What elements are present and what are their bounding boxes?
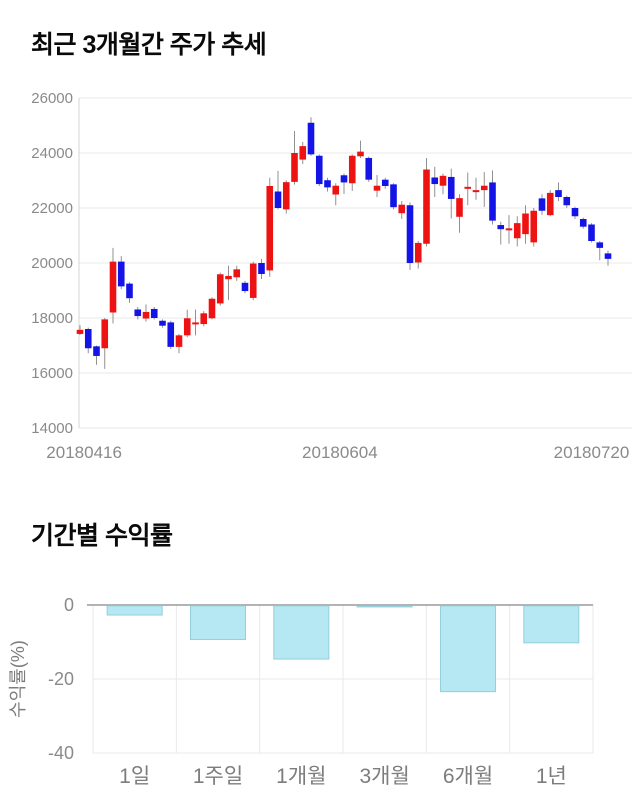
candle-down: [538, 198, 546, 211]
candle-up: [505, 228, 513, 231]
candle-down: [588, 224, 595, 241]
candle-down: [390, 184, 397, 208]
candle-up: [266, 186, 274, 271]
candle-up: [357, 151, 364, 157]
y-tick-label: 14000: [31, 420, 73, 437]
bar-category-label: 1년: [536, 765, 567, 788]
candle-up: [464, 186, 472, 189]
bar-category-label: 1주일: [193, 765, 243, 788]
candle-up: [282, 182, 290, 210]
y-tick-label: 26000: [31, 90, 73, 107]
bar-y-tick-label: 0: [64, 595, 74, 615]
y-tick-label: 16000: [31, 365, 73, 382]
x-tick-label: 20180604: [302, 443, 378, 462]
candle-up: [332, 185, 340, 195]
candle-up: [299, 146, 307, 160]
candle-down: [117, 261, 125, 287]
candle-down: [497, 225, 505, 230]
candle-up: [373, 185, 381, 191]
bar-y-tick-label: -40: [48, 743, 74, 763]
candle-down: [447, 176, 455, 199]
candle-up: [291, 153, 298, 182]
bar-category-label: 1개월: [276, 765, 326, 788]
candle-down: [406, 205, 414, 263]
candle-up: [546, 192, 554, 216]
candle-down: [274, 191, 282, 208]
candle-up: [472, 190, 480, 193]
return-bar: [523, 605, 580, 644]
candle-up: [101, 319, 109, 349]
candle-down: [241, 282, 249, 292]
candle-up: [249, 263, 257, 298]
candle-up: [423, 169, 430, 244]
candle-down: [84, 329, 92, 349]
candle-up: [208, 298, 216, 319]
y-tick-label: 24000: [31, 145, 73, 162]
bar-category-label: 6개월: [443, 765, 493, 788]
candle-down: [324, 180, 331, 188]
return-bar: [273, 605, 330, 660]
candle-up: [439, 175, 447, 186]
candle-up: [225, 275, 232, 280]
candle-down: [365, 157, 373, 180]
candle-up: [480, 185, 488, 191]
candle-down: [489, 182, 496, 221]
candle-up: [414, 242, 422, 263]
candle-up: [109, 261, 117, 313]
candle-down: [134, 309, 142, 317]
candle-up: [522, 213, 529, 235]
return-bar: [440, 605, 496, 693]
candle-down: [126, 283, 133, 299]
candle-down: [563, 197, 571, 206]
candle-down: [167, 322, 175, 347]
candle-down: [258, 263, 265, 274]
bar-y-tick-label: -20: [48, 669, 74, 689]
candle-down: [93, 346, 100, 356]
candle-up: [398, 204, 406, 214]
bar-y-axis-title: 수익률(%): [8, 640, 28, 718]
candle-down: [555, 190, 562, 197]
candle-up: [513, 223, 521, 239]
bar-category-label: 1일: [119, 765, 150, 788]
candle-down: [579, 219, 587, 227]
candle-down: [307, 122, 315, 155]
candle-up: [175, 335, 183, 347]
x-tick-label: 20180416: [46, 443, 122, 462]
candle-down: [159, 320, 166, 326]
candle-up: [200, 313, 208, 325]
candle-up: [348, 155, 356, 184]
candle-up: [183, 318, 191, 336]
return-bar: [356, 605, 413, 608]
bar-category-label: 3개월: [360, 765, 410, 788]
candle-down: [571, 208, 579, 217]
bar-chart-title: 기간별 수익률: [31, 522, 173, 550]
y-tick-label: 18000: [31, 310, 73, 327]
candle-up: [192, 322, 199, 325]
candle-down: [340, 175, 348, 183]
candle-up: [216, 274, 224, 304]
y-tick-label: 20000: [31, 255, 73, 272]
candle-down: [596, 242, 604, 248]
candle-up: [76, 329, 84, 334]
candle-chart-title: 최근 3개월간 주가 추세: [31, 31, 267, 59]
return-bar: [190, 605, 246, 640]
candle-down: [431, 177, 439, 185]
candle-down: [381, 179, 389, 186]
candle-down: [315, 155, 323, 185]
return-bar: [106, 605, 163, 616]
y-tick-label: 22000: [31, 200, 73, 217]
candle-up: [233, 269, 241, 278]
candle-up: [142, 311, 150, 319]
candle-down: [604, 253, 612, 259]
candle-down: [150, 308, 158, 318]
candle-up: [530, 210, 538, 243]
x-tick-label: 20180720: [554, 443, 630, 462]
candle-up: [456, 198, 463, 217]
